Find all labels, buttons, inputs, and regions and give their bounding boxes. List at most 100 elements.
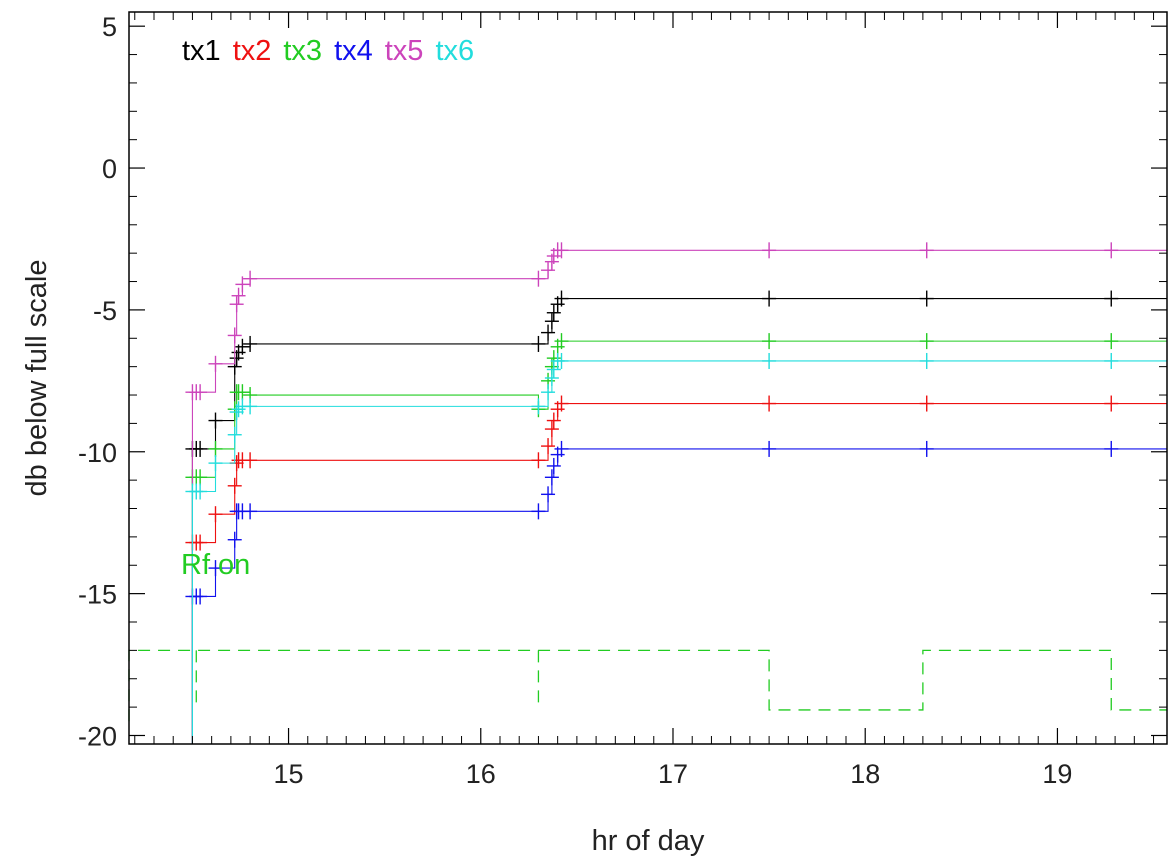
data-point-tx2: [531, 452, 546, 469]
data-point-tx5: [919, 242, 934, 259]
data-point-tx4: [544, 469, 559, 486]
series-line-tx3: [191, 340, 1167, 744]
data-point-tx6: [1104, 352, 1119, 369]
x-tick-label: 16: [466, 759, 496, 789]
series-line-tx1: [191, 298, 1167, 744]
y-tick-label: -5: [93, 296, 117, 326]
rf-on-line: [128, 649, 1167, 722]
data-point-tx6: [554, 352, 569, 369]
y-tick-label: -10: [78, 438, 117, 468]
series-tx2: [185, 395, 1167, 744]
data-point-tx4: [546, 457, 561, 474]
data-point-tx5: [231, 287, 246, 304]
series-line-tx4: [191, 448, 1167, 744]
data-point-tx5: [541, 262, 556, 279]
legend-item-tx5: tx5: [385, 35, 424, 67]
series-line-tx6: [191, 360, 1167, 744]
data-point-tx3: [208, 440, 223, 457]
data-point-tx5: [1104, 242, 1119, 259]
data-point-tx5: [762, 242, 777, 259]
data-point-tx4: [919, 440, 934, 457]
data-point-tx6: [544, 370, 559, 386]
data-point-tx3: [919, 333, 934, 350]
data-point-tx6: [919, 352, 934, 369]
data-point-tx2: [546, 412, 561, 429]
data-point-tx4: [208, 560, 223, 577]
data-point-tx4: [554, 440, 569, 457]
x-axis-title: hr of day: [592, 825, 705, 857]
y-tick-label: 0: [102, 154, 117, 184]
data-point-tx1: [243, 335, 258, 352]
series-tx3: [185, 333, 1167, 744]
data-point-tx1: [541, 324, 556, 341]
plot-area: [128, 11, 1168, 745]
series-line-tx5: [191, 249, 1167, 744]
legend-item-tx2: tx2: [233, 35, 272, 67]
axis-ticks: [129, 12, 1167, 744]
series-tx6: [185, 352, 1167, 744]
data-point-tx1: [193, 440, 208, 457]
data-point-tx2: [243, 452, 258, 469]
data-point-tx4: [243, 503, 258, 520]
data-point-tx1: [235, 338, 250, 355]
data-point-tx6: [762, 352, 777, 369]
data-point-tx1: [762, 290, 777, 307]
series-tx5: [185, 242, 1167, 744]
data-point-tx2: [541, 438, 556, 455]
data-point-tx1: [546, 304, 561, 321]
y-tick-label: 5: [102, 12, 117, 42]
data-point-tx4: [541, 486, 556, 503]
data-point-tx6: [193, 483, 208, 500]
data-point-tx6: [227, 426, 242, 443]
data-point-tx5: [243, 270, 258, 287]
data-point-tx2: [1104, 395, 1119, 412]
data-point-tx2: [762, 395, 777, 412]
y-axis-title: db below full scale: [21, 260, 53, 497]
data-point-tx6: [243, 398, 258, 415]
data-point-tx4: [531, 503, 546, 520]
series-tx1: [185, 290, 1167, 744]
series-layer: [185, 242, 1167, 744]
data-point-tx1: [554, 290, 569, 307]
data-point-tx6: [231, 401, 246, 418]
data-point-tx5: [531, 270, 546, 287]
data-point-tx1: [531, 335, 546, 352]
data-point-tx6: [531, 398, 546, 415]
tick-labels: 15 16 17 18 19 5 0 -5 -10 -15 -20: [78, 12, 1072, 789]
data-point-tx2: [554, 395, 569, 412]
data-point-tx4: [1104, 440, 1119, 457]
data-point-tx3: [193, 469, 208, 486]
rf-on-trace: [128, 649, 1167, 722]
y-tick-label: -20: [78, 721, 117, 751]
data-point-tx3: [762, 333, 777, 350]
data-point-tx5: [554, 242, 569, 259]
series-line-tx2: [191, 402, 1167, 744]
x-tick-label: 17: [658, 759, 688, 789]
data-point-tx4: [762, 440, 777, 457]
data-point-tx5: [229, 296, 244, 313]
data-point-tx3: [1104, 333, 1119, 350]
legend-item-tx4: tx4: [334, 35, 373, 67]
data-point-tx2: [919, 395, 934, 412]
x-tick-label: 19: [1042, 759, 1072, 789]
data-point-tx6: [541, 384, 556, 401]
data-point-tx5: [193, 384, 208, 401]
data-point-tx4: [227, 531, 242, 548]
rf-on-annotation: Rf on: [181, 549, 250, 581]
data-point-tx1: [1104, 290, 1119, 307]
plot-frame: [128, 11, 1168, 745]
data-point-tx4: [193, 588, 208, 605]
data-point-tx5: [208, 355, 223, 372]
data-point-tx2: [227, 477, 242, 494]
data-point-tx6: [546, 361, 561, 378]
x-tick-label: 15: [274, 759, 304, 789]
data-point-tx5: [227, 327, 242, 344]
data-point-tx2: [208, 506, 223, 523]
data-point-tx2: [193, 534, 208, 551]
data-point-tx5: [235, 276, 250, 293]
y-tick-label: -15: [78, 580, 117, 610]
data-point-tx2: [544, 421, 559, 438]
data-point-tx6: [208, 455, 223, 472]
data-point-tx1: [919, 290, 934, 307]
